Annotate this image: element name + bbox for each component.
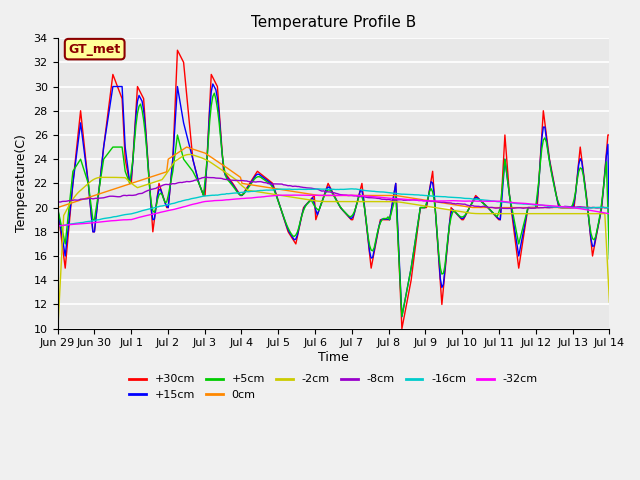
Line: +15cm: +15cm [58, 84, 609, 317]
0cm [54, 205, 61, 211]
-2cm [248, 188, 255, 193]
-2cm [186, 152, 193, 157]
0cm [605, 205, 613, 211]
Title: Temperature Profile B: Temperature Profile B [251, 15, 416, 30]
0cm [248, 182, 255, 188]
-16cm [218, 192, 226, 197]
+5cm [122, 168, 129, 174]
-8cm [54, 199, 61, 205]
+5cm [605, 256, 613, 262]
+15cm [209, 81, 217, 87]
+5cm [238, 192, 246, 198]
-16cm [348, 186, 355, 192]
-16cm [122, 212, 129, 217]
+15cm [398, 314, 406, 320]
-32cm [246, 195, 253, 201]
Text: GT_met: GT_met [68, 43, 121, 56]
+30cm [238, 192, 246, 198]
+30cm [173, 48, 181, 53]
+15cm [296, 218, 304, 224]
-2cm [122, 175, 129, 180]
-32cm [605, 211, 613, 216]
Line: -16cm: -16cm [58, 189, 609, 227]
+15cm [54, 205, 61, 211]
+5cm [398, 314, 406, 320]
+15cm [578, 159, 586, 165]
-8cm [248, 179, 255, 185]
-8cm [605, 205, 613, 211]
-32cm [577, 206, 584, 212]
-8cm [122, 192, 129, 198]
X-axis label: Time: Time [318, 351, 349, 364]
Line: +5cm: +5cm [58, 93, 609, 317]
Line: -32cm: -32cm [58, 195, 609, 226]
+5cm [578, 166, 586, 172]
0cm [238, 180, 246, 186]
-8cm [201, 174, 209, 180]
-32cm [291, 192, 298, 198]
-2cm [238, 183, 246, 189]
+5cm [296, 218, 304, 224]
-32cm [218, 197, 226, 203]
-32cm [54, 223, 61, 229]
+5cm [211, 90, 218, 96]
+30cm [578, 156, 586, 162]
0cm [296, 190, 304, 195]
-32cm [296, 192, 304, 198]
+15cm [220, 164, 227, 170]
+5cm [220, 162, 227, 168]
-8cm [238, 178, 246, 183]
Line: 0cm: 0cm [58, 147, 609, 208]
-2cm [296, 196, 304, 202]
-2cm [577, 211, 584, 216]
0cm [183, 144, 191, 150]
-16cm [237, 190, 244, 195]
+15cm [248, 180, 255, 185]
-8cm [296, 184, 304, 190]
+30cm [220, 168, 227, 174]
+5cm [248, 181, 255, 187]
+30cm [248, 178, 255, 184]
-16cm [577, 205, 584, 211]
-2cm [54, 333, 61, 338]
Line: -2cm: -2cm [58, 155, 609, 336]
Legend: +30cm, +15cm, +5cm, 0cm, -2cm, -8cm, -16cm, -32cm: +30cm, +15cm, +5cm, 0cm, -2cm, -8cm, -16… [125, 370, 543, 405]
-16cm [246, 189, 253, 194]
+30cm [122, 156, 129, 162]
+30cm [296, 219, 304, 225]
-16cm [295, 186, 303, 192]
+30cm [398, 326, 406, 332]
-8cm [220, 176, 227, 182]
0cm [122, 182, 129, 188]
0cm [220, 163, 227, 168]
-32cm [237, 196, 244, 202]
Line: -8cm: -8cm [58, 177, 609, 208]
-2cm [605, 300, 613, 305]
+15cm [122, 144, 129, 150]
-2cm [220, 168, 227, 174]
-8cm [578, 204, 586, 210]
-16cm [605, 205, 613, 211]
+5cm [54, 205, 61, 211]
0cm [577, 205, 584, 211]
-8cm [502, 205, 510, 211]
Line: +30cm: +30cm [58, 50, 609, 329]
+30cm [605, 132, 613, 138]
+15cm [605, 235, 613, 241]
+15cm [238, 192, 246, 198]
-16cm [54, 224, 61, 229]
Y-axis label: Temperature(C): Temperature(C) [15, 134, 28, 232]
+30cm [54, 205, 61, 211]
-32cm [122, 217, 129, 223]
